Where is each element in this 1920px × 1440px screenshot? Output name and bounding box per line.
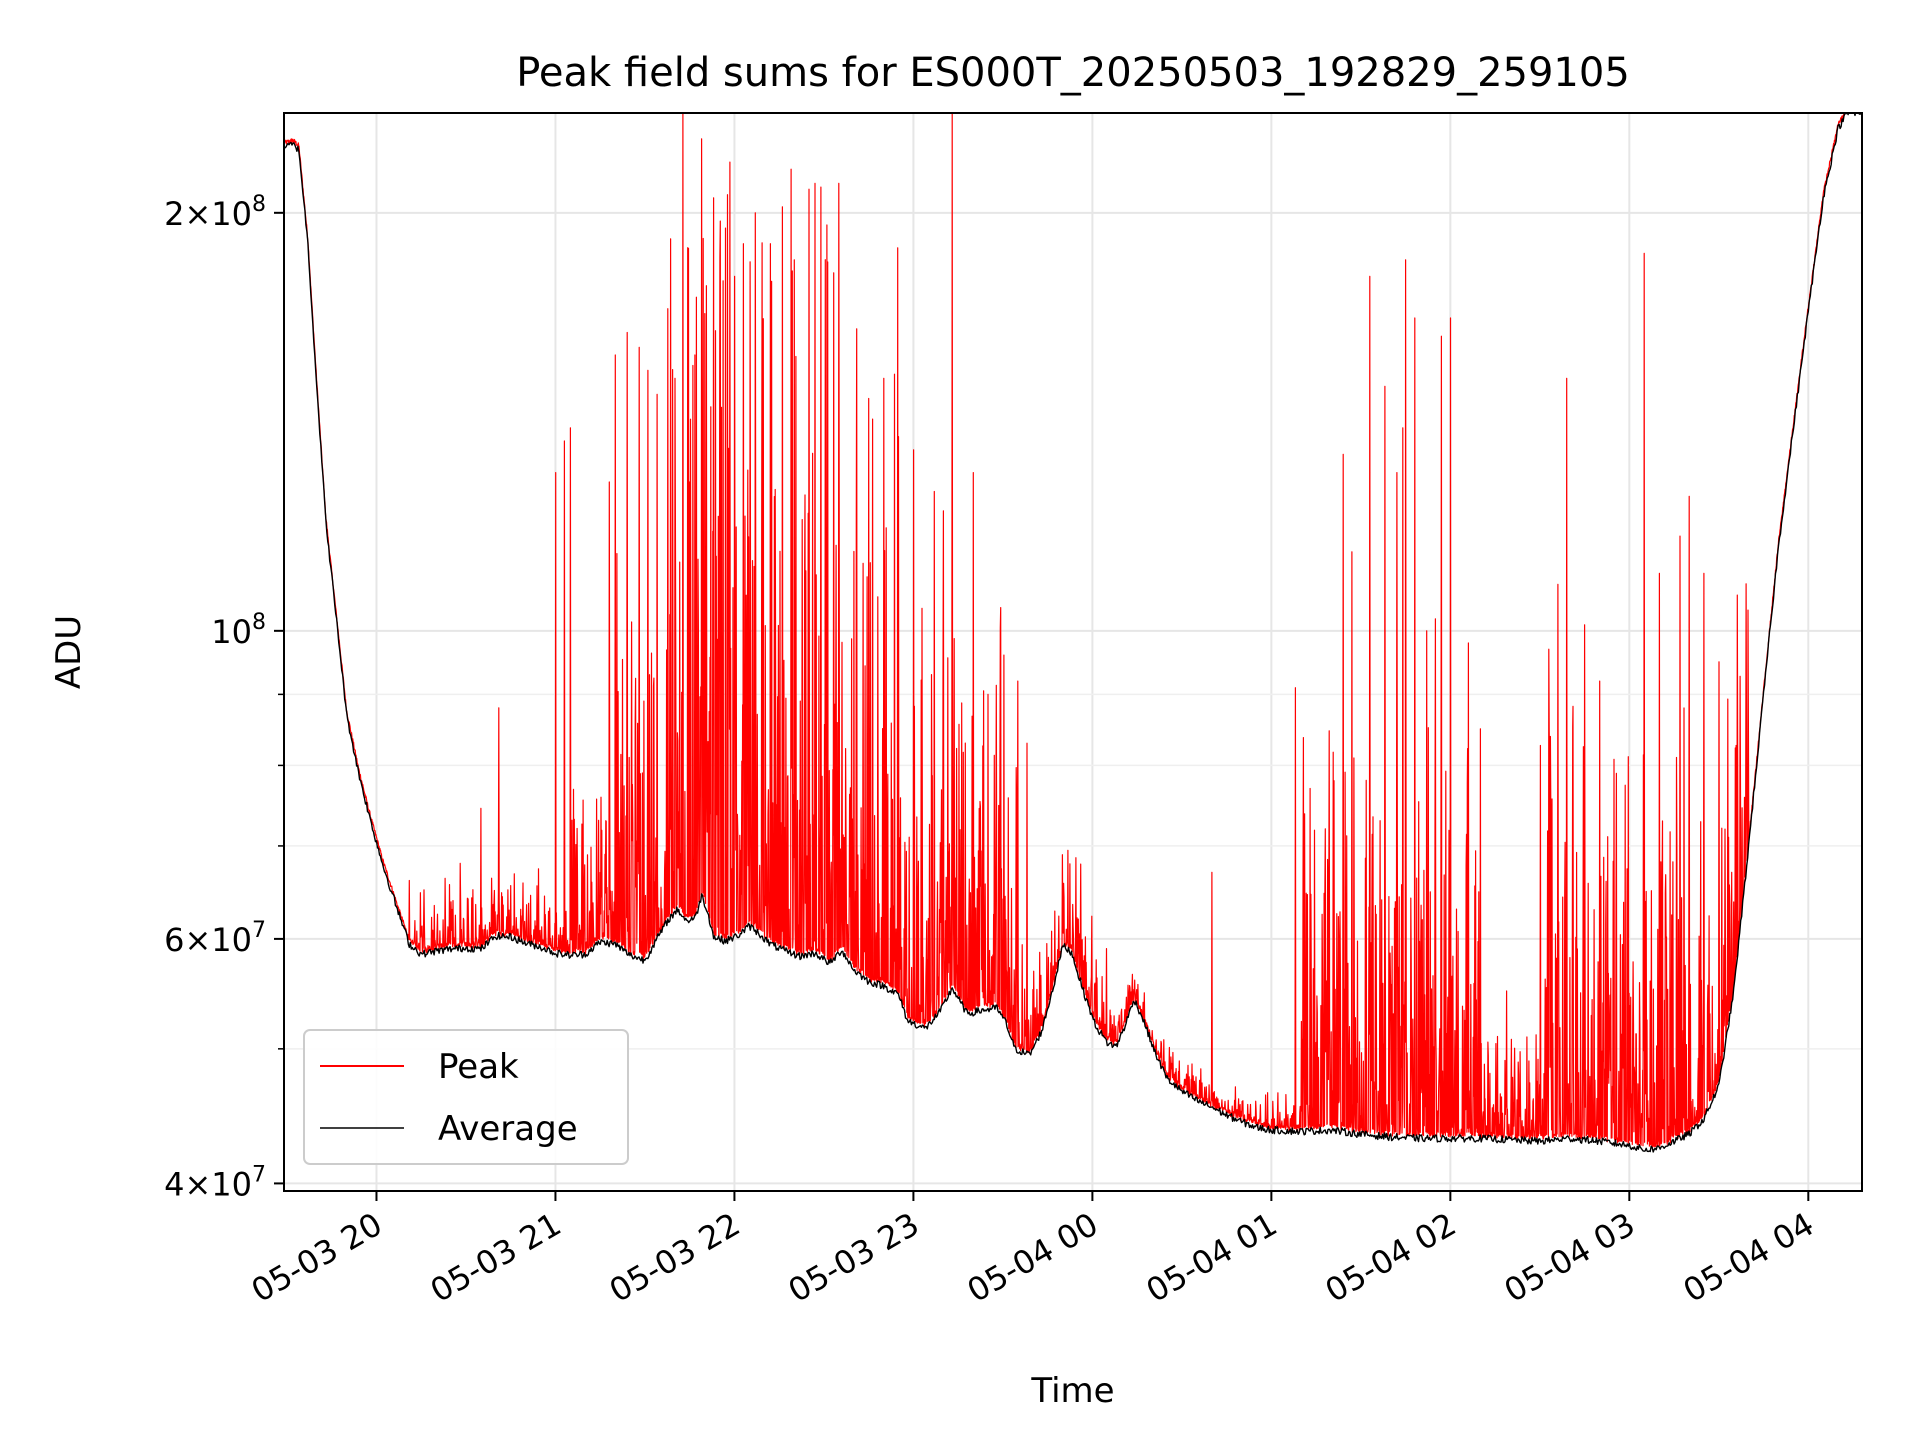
legend-box (303, 1029, 629, 1165)
y-tick-label: 108 (211, 610, 266, 651)
y-tick-label: 6×107 (164, 918, 266, 959)
y-tick-label: 4×107 (164, 1162, 266, 1203)
y-axis: 4×107 6×107 108 2×108 (164, 192, 284, 1203)
legend-peak-label: Peak (438, 1047, 519, 1087)
plot-frame (283, 112, 1863, 1192)
y-tick-label: 2×108 (164, 192, 266, 233)
y-axis-label: ADU (49, 615, 89, 689)
legend-average-label: Average (438, 1109, 578, 1149)
series-average-line (284, 113, 1862, 1153)
legend: Peak Average (303, 1029, 629, 1165)
x-axis-label: Time (1030, 1371, 1114, 1411)
series-layer (284, 113, 1862, 1153)
chart-title: Peak field sums for ES000T_20250503_1928… (516, 50, 1630, 96)
